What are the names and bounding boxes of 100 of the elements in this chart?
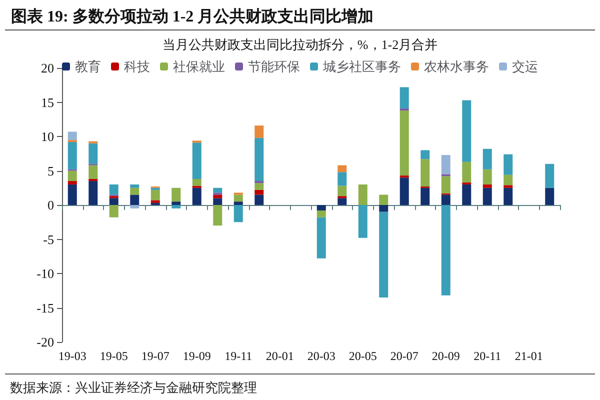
bar bbox=[130, 194, 140, 205]
bar bbox=[482, 184, 492, 188]
bar bbox=[234, 202, 243, 205]
bar bbox=[88, 143, 98, 164]
chart-subtitle: 当月公共财政支出同比拉动拆分，%，1-2月合并 bbox=[162, 37, 438, 52]
bar bbox=[150, 190, 160, 200]
bar bbox=[109, 205, 118, 218]
bar bbox=[150, 200, 160, 203]
legend-label: 城乡社区事务 bbox=[322, 59, 401, 74]
bar bbox=[88, 181, 98, 205]
bar bbox=[441, 205, 450, 296]
bar bbox=[545, 188, 554, 205]
y-tick-label: 15 bbox=[41, 94, 54, 110]
y-tick-label: 0 bbox=[48, 198, 54, 212]
bar bbox=[213, 194, 222, 198]
bar bbox=[234, 205, 243, 222]
bar bbox=[379, 194, 388, 205]
bar bbox=[504, 188, 513, 205]
bar bbox=[379, 205, 388, 212]
legend-label: 交运 bbox=[512, 59, 538, 74]
bar bbox=[192, 142, 202, 179]
bar bbox=[109, 198, 118, 205]
y-tick-label: -20 bbox=[36, 334, 54, 350]
bar bbox=[254, 126, 264, 138]
legend-label: 教育 bbox=[75, 59, 101, 74]
legend-label: 科技 bbox=[124, 59, 150, 74]
x-tick-label: 21-01 bbox=[514, 349, 543, 363]
bar bbox=[88, 165, 98, 179]
bar bbox=[338, 172, 347, 186]
bar bbox=[172, 188, 181, 202]
bar bbox=[68, 132, 77, 140]
x-tick-label: 20-11 bbox=[474, 349, 502, 363]
bar bbox=[234, 194, 243, 202]
chart-title: 图表 19: 多数分项拉动 1-2 月公共财政支出同比增加 bbox=[11, 8, 374, 26]
bar bbox=[482, 169, 492, 184]
x-tick-label: 19-05 bbox=[100, 349, 128, 363]
bar bbox=[482, 148, 492, 170]
bar bbox=[254, 190, 264, 195]
bar bbox=[462, 100, 472, 162]
bar bbox=[172, 205, 181, 208]
bar bbox=[462, 184, 472, 205]
bar bbox=[109, 184, 118, 195]
bar bbox=[379, 212, 388, 298]
bar bbox=[504, 154, 513, 175]
bar bbox=[545, 164, 554, 188]
bar bbox=[420, 188, 430, 205]
x-tick-label: 20-05 bbox=[348, 349, 377, 363]
legend-label: 社保就业 bbox=[173, 59, 225, 74]
bar bbox=[338, 198, 347, 205]
bar bbox=[504, 185, 513, 188]
x-tick-label: 20-07 bbox=[390, 349, 418, 363]
bar bbox=[482, 188, 492, 205]
bar bbox=[316, 217, 326, 258]
x-tick-label: 19-11 bbox=[224, 349, 252, 363]
bar bbox=[462, 162, 472, 182]
y-tick-label: -10 bbox=[36, 266, 54, 281]
bar bbox=[213, 188, 222, 193]
bar bbox=[358, 184, 368, 205]
bar bbox=[68, 181, 77, 184]
bar bbox=[213, 198, 222, 205]
legend-label: 节能环保 bbox=[248, 59, 300, 74]
legend-label: 农林水事务 bbox=[424, 59, 489, 74]
bar bbox=[68, 184, 77, 205]
x-tick-label: 19-07 bbox=[141, 349, 170, 363]
bar bbox=[338, 186, 347, 196]
bar bbox=[68, 142, 77, 170]
bar bbox=[400, 178, 409, 205]
bar bbox=[338, 165, 347, 172]
x-tick-label: 19-09 bbox=[182, 349, 211, 363]
source-note: 数据来源：兴业证券经济与金融研究院整理 bbox=[10, 380, 257, 395]
x-tick-label: 19-03 bbox=[58, 349, 86, 363]
bar bbox=[316, 210, 326, 218]
bar bbox=[254, 194, 264, 205]
bar bbox=[420, 159, 430, 187]
bar bbox=[358, 205, 368, 238]
bar bbox=[68, 170, 77, 182]
bar bbox=[192, 188, 202, 205]
y-tick-label: 10 bbox=[41, 129, 54, 144]
y-tick-label: 20 bbox=[41, 60, 54, 76]
bar bbox=[504, 174, 513, 186]
bar bbox=[254, 138, 264, 182]
x-tick-label: 20-09 bbox=[432, 349, 460, 363]
bar bbox=[192, 178, 202, 186]
bar bbox=[213, 205, 222, 226]
bar bbox=[441, 176, 450, 194]
bar bbox=[130, 188, 140, 195]
bar bbox=[441, 194, 450, 205]
bar bbox=[400, 87, 409, 108]
bar bbox=[420, 150, 430, 160]
bar bbox=[400, 110, 409, 176]
x-tick-label: 20-03 bbox=[307, 349, 336, 363]
bar bbox=[441, 154, 450, 174]
bar bbox=[130, 184, 140, 188]
bar bbox=[254, 183, 264, 190]
y-tick-label: 5 bbox=[48, 163, 54, 178]
y-tick-label: -15 bbox=[36, 300, 54, 316]
y-tick-label: -5 bbox=[43, 232, 54, 247]
bar bbox=[130, 205, 140, 208]
bar bbox=[88, 178, 98, 182]
bar bbox=[172, 202, 181, 205]
